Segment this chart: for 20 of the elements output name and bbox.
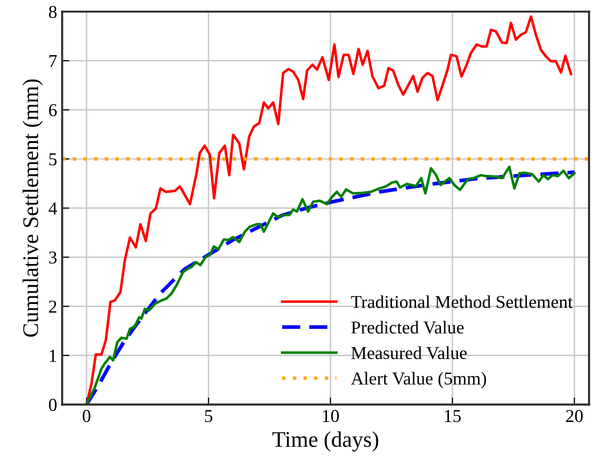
y-tick-label: 3 [49,252,57,264]
x-tick-label: 20 [566,410,583,422]
legend-label: Alert Value (5mm) [350,372,486,388]
legend-label: Traditional Method Settlement [351,295,573,308]
y-tick-label: 0 [48,398,57,411]
legend-label: Measured Value [351,346,467,360]
x-tick-label: 5 [205,410,212,422]
x-tick-label: 15 [445,410,461,422]
y-tick-label: 7 [49,55,57,68]
y-tick-label: 2 [49,300,56,313]
y-tick-label: 1 [50,350,56,362]
y-tick-label: 6 [49,104,57,116]
y-tick-label: 8 [48,6,57,18]
x-axis-title: Time (days) [272,431,378,452]
x-tick-label: 10 [323,410,339,422]
y-tick-label: 5 [49,153,57,166]
y-axis-title: Cumulative Settlement (mm) [22,79,43,337]
legend-label: Predicted Value [351,320,464,334]
x-tick-label: 0 [82,410,90,422]
y-tick-label: 4 [48,202,58,214]
